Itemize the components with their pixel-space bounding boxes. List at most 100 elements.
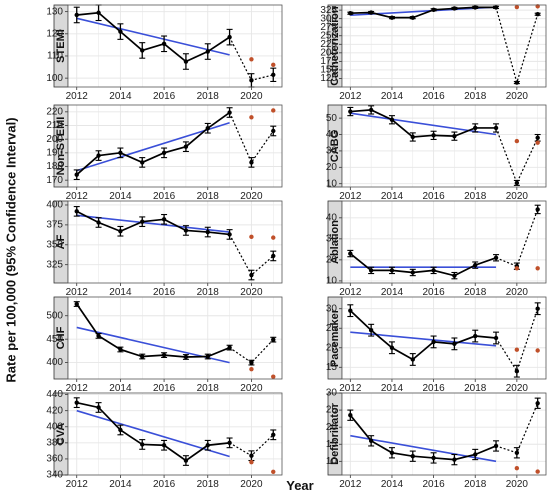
- observed-line: [350, 109, 497, 138]
- x-tick-label: 2014: [109, 91, 132, 102]
- data-point: [118, 347, 123, 352]
- data-point: [140, 219, 145, 224]
- trend-line: [76, 409, 230, 458]
- data-point: [535, 135, 540, 140]
- panel-strip-label: Non-STEMI: [55, 117, 67, 176]
- x-tick-label: 2018: [464, 191, 487, 202]
- data-point: [205, 443, 210, 448]
- data-point: [431, 133, 436, 138]
- data-point: [535, 306, 540, 311]
- y-tick-label: 420: [46, 405, 63, 416]
- predicted-point: [535, 140, 540, 145]
- panel-border: [67, 104, 283, 188]
- observed-line: [76, 11, 231, 63]
- predicted-point: [535, 266, 540, 271]
- data-point: [452, 341, 457, 347]
- x-tick-label: 2016: [422, 287, 445, 298]
- y-tick-label: 20: [326, 255, 338, 266]
- predicted-point: [514, 347, 520, 352]
- panel-border: [341, 4, 547, 88]
- panel-af: AF 325 350 375 400 2012 2014 2016 2018 2020: [46, 200, 283, 298]
- panel-border: [341, 200, 547, 284]
- panel-border: [67, 392, 283, 476]
- x-tick-label: 2014: [109, 191, 132, 202]
- x-tick-label: 2020: [240, 287, 263, 298]
- trend-line: [350, 434, 497, 463]
- x-tick-label: 2014: [381, 383, 404, 394]
- y-tick-label: 340: [46, 470, 63, 481]
- observed-line: [350, 6, 497, 19]
- panel-border: [341, 392, 547, 476]
- data-point: [118, 427, 123, 433]
- data-point: [227, 232, 232, 237]
- data-point: [368, 268, 374, 273]
- plot-area: [68, 5, 282, 87]
- trend-line: [76, 17, 230, 56]
- x-tick-label: 2020: [506, 479, 529, 490]
- panel-border: [67, 4, 283, 88]
- y-tick-label: 20: [326, 422, 338, 433]
- y-tick-label: 125: [320, 73, 337, 84]
- panel-ablation: Ablation 10 20 30 40 2012 2014 2016 2018 2020: [326, 200, 547, 298]
- panel-border: [67, 296, 283, 380]
- x-tick-label: 2014: [109, 383, 132, 394]
- plot-area: [342, 5, 546, 87]
- x-tick-label: 2012: [339, 479, 362, 490]
- x-tick-label: 2018: [464, 91, 487, 102]
- x-tick-label: 2012: [66, 479, 89, 490]
- panel-cva: CVA 340 360 380 400 420 440 2012 2014 2016 2018 202…: [46, 389, 283, 490]
- y-tick-label: 10: [326, 178, 338, 189]
- y-tick-label: 360: [46, 454, 63, 465]
- data-point: [183, 144, 189, 149]
- data-point: [348, 308, 353, 313]
- data-point: [161, 41, 167, 46]
- y-tick-label: 25: [326, 323, 338, 334]
- x-tick-label: 2018: [197, 91, 220, 102]
- x-tick-label: 2012: [339, 91, 362, 102]
- predicted-point: [514, 266, 520, 271]
- data-point: [96, 10, 101, 15]
- y-tick-label: 100: [46, 73, 63, 84]
- data-point: [473, 5, 478, 10]
- x-tick-label: 2014: [381, 91, 404, 102]
- predicted-point: [271, 62, 276, 68]
- plot-area: [342, 105, 546, 187]
- y-tick-label: 10: [326, 276, 338, 287]
- data-point: [348, 11, 353, 16]
- data-point: [410, 270, 415, 275]
- y-tick-label: 380: [46, 437, 63, 448]
- y-tick-label: 40: [326, 129, 338, 140]
- data-point: [140, 48, 145, 53]
- y-tick-label: 175: [320, 56, 337, 67]
- y-tick-label: 15: [326, 439, 338, 450]
- y-tick-label: 50: [326, 113, 338, 124]
- panel-strip-label: Pacemaker: [329, 308, 341, 367]
- data-point: [535, 207, 540, 212]
- x-tick-label: 2018: [464, 287, 487, 298]
- x-tick-label: 2016: [153, 287, 176, 298]
- data-point: [227, 345, 232, 350]
- data-point: [389, 15, 395, 20]
- data-point: [410, 15, 415, 20]
- x-tick-label: 2020: [240, 191, 263, 202]
- panel-border: [341, 296, 547, 380]
- x-tick-label: 2018: [464, 479, 487, 490]
- data-point: [271, 337, 276, 342]
- x-tick-label: 2012: [66, 191, 89, 202]
- data-point: [452, 133, 457, 139]
- data-point: [535, 401, 540, 406]
- data-point: [493, 125, 499, 131]
- predicted-point: [249, 234, 254, 240]
- observed-line: [76, 111, 231, 176]
- observed-line: [349, 414, 497, 461]
- panel-strip-label: Catheterization: [329, 6, 341, 86]
- data-point: [74, 400, 79, 405]
- x-tick-label: 2016: [153, 91, 176, 102]
- data-point: [96, 220, 101, 225]
- data-point: [389, 450, 395, 455]
- y-tick-label: 190: [46, 147, 63, 158]
- data-point: [493, 255, 499, 260]
- predicted-point: [249, 366, 254, 372]
